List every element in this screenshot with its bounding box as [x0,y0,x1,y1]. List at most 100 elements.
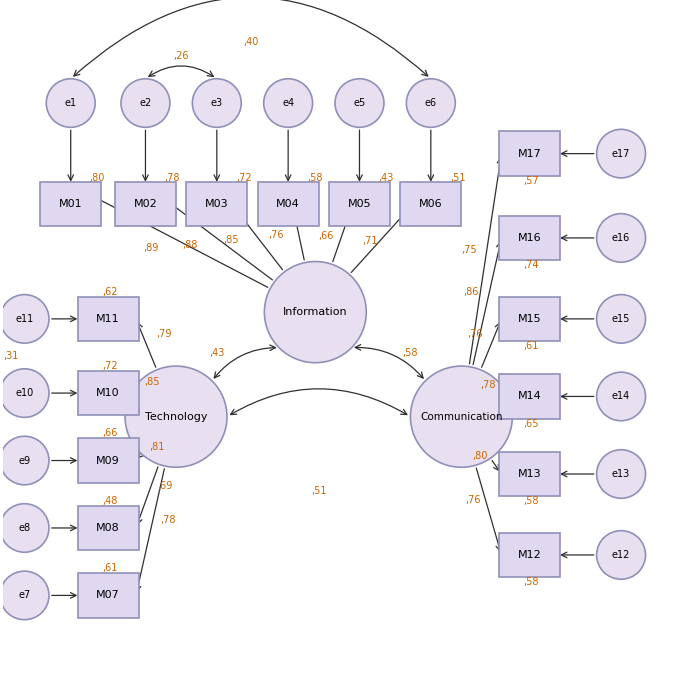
Circle shape [0,504,49,552]
Circle shape [406,79,456,127]
Text: ,61: ,61 [524,341,539,351]
Text: e11: e11 [15,314,34,324]
Text: M12: M12 [517,550,541,560]
Text: ,72: ,72 [236,173,251,182]
FancyBboxPatch shape [115,182,176,226]
Text: ,62: ,62 [102,287,118,296]
FancyBboxPatch shape [400,182,462,226]
Text: ,81: ,81 [149,442,164,452]
Text: ,61: ,61 [103,563,118,574]
Text: e6: e6 [425,98,437,108]
FancyBboxPatch shape [40,182,101,226]
Circle shape [597,372,645,420]
Text: e3: e3 [211,98,223,108]
FancyBboxPatch shape [329,182,390,226]
FancyBboxPatch shape [499,374,560,419]
Text: M05: M05 [348,199,371,209]
Circle shape [410,366,512,467]
Text: ,40: ,40 [243,38,258,47]
FancyBboxPatch shape [77,438,138,483]
Text: ,85: ,85 [145,377,160,386]
Text: M04: M04 [276,199,300,209]
Circle shape [0,436,49,485]
Text: ,48: ,48 [103,496,118,506]
FancyBboxPatch shape [499,132,560,176]
Text: e10: e10 [15,388,34,398]
Text: ,75: ,75 [462,245,477,255]
Circle shape [0,571,49,619]
Text: ,85: ,85 [223,235,238,245]
Circle shape [597,294,645,343]
Text: ,89: ,89 [143,244,158,253]
FancyBboxPatch shape [186,182,247,226]
Text: ,80: ,80 [473,451,488,461]
FancyBboxPatch shape [499,216,560,260]
Text: e8: e8 [18,523,31,533]
FancyBboxPatch shape [499,452,560,496]
Text: e9: e9 [18,455,31,466]
Text: e1: e1 [64,98,77,108]
Circle shape [597,129,645,178]
Text: e14: e14 [612,391,630,402]
Circle shape [597,450,645,498]
Text: ,51: ,51 [311,486,327,496]
Text: M17: M17 [517,149,541,159]
Text: ,72: ,72 [102,361,118,371]
Text: M14: M14 [517,391,541,402]
Text: ,78: ,78 [164,173,180,182]
Text: ,88: ,88 [182,240,198,250]
Text: ,74: ,74 [523,260,539,270]
Text: ,86: ,86 [464,287,479,297]
Text: M16: M16 [518,233,541,243]
FancyBboxPatch shape [77,574,138,617]
Text: e4: e4 [282,98,294,108]
Text: ,58: ,58 [523,577,539,587]
Text: e7: e7 [18,590,31,601]
Text: Technology: Technology [145,411,208,422]
Circle shape [264,79,312,127]
Text: e12: e12 [612,550,630,560]
Text: ,58: ,58 [523,496,539,506]
Text: ,58: ,58 [307,173,323,182]
Text: M10: M10 [97,388,120,398]
Text: ,66: ,66 [103,428,118,438]
Text: ,51: ,51 [450,173,465,182]
Text: Information: Information [283,307,347,317]
Circle shape [597,214,645,262]
FancyBboxPatch shape [77,506,138,551]
FancyBboxPatch shape [499,296,560,341]
Text: ,69: ,69 [158,481,173,491]
Text: e15: e15 [612,314,630,324]
Text: ,76: ,76 [465,495,480,505]
FancyBboxPatch shape [77,296,138,341]
Circle shape [0,294,49,343]
FancyBboxPatch shape [499,532,560,577]
Text: ,79: ,79 [157,329,172,339]
Text: M06: M06 [419,199,443,209]
Text: ,78: ,78 [480,380,496,390]
Text: ,80: ,80 [90,173,105,182]
Circle shape [121,79,170,127]
Text: e16: e16 [612,233,630,243]
Text: e5: e5 [353,98,366,108]
Text: ,65: ,65 [523,419,539,429]
Text: e17: e17 [612,149,630,159]
Text: M13: M13 [518,469,541,479]
Circle shape [192,79,241,127]
Circle shape [125,366,227,467]
Text: M07: M07 [96,590,120,601]
Text: ,76: ,76 [269,230,284,240]
Text: ,58: ,58 [403,347,419,358]
Text: M09: M09 [96,455,120,466]
Text: ,43: ,43 [379,173,394,182]
Text: M02: M02 [134,199,158,209]
Text: Communication: Communication [420,411,503,422]
Circle shape [335,79,384,127]
Text: ,66: ,66 [318,231,334,242]
Circle shape [47,79,95,127]
Text: M11: M11 [97,314,120,324]
Text: ,76: ,76 [467,329,483,339]
Circle shape [264,262,366,363]
Text: ,57: ,57 [523,176,539,186]
Text: ,31: ,31 [3,351,18,361]
